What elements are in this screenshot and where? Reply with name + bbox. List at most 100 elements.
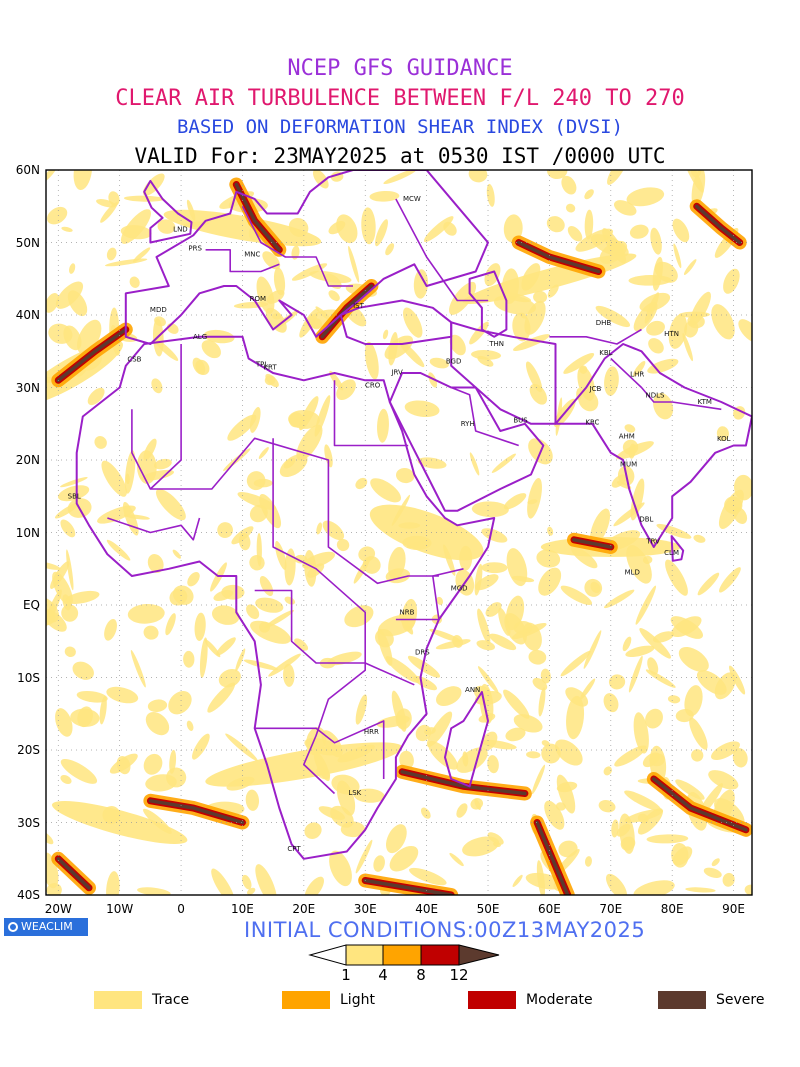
city-lsk: LSK (348, 789, 361, 797)
trace-patch (97, 505, 136, 524)
trace-patch (413, 675, 438, 691)
trace-patch (652, 256, 663, 291)
legend-swatch-severe (658, 991, 706, 1009)
trace-patch (324, 444, 333, 468)
trace-patch (127, 603, 165, 624)
trace-patch (235, 648, 246, 672)
trace-patch (624, 424, 636, 433)
trace-patch (69, 263, 76, 274)
trace-patch (675, 709, 694, 723)
trace-patch (66, 549, 74, 591)
trace-patch (665, 559, 688, 596)
trace-patch (503, 493, 527, 510)
trace-patch (385, 243, 395, 256)
trace-patch (109, 753, 138, 774)
trace-patch (625, 645, 655, 658)
trace-patch (511, 575, 535, 583)
trace-patch (675, 779, 705, 800)
severe-turbulence (148, 799, 245, 825)
trace-patch (711, 304, 735, 340)
trace-patch (389, 845, 419, 872)
trace-patch (348, 245, 360, 283)
trace-patch (147, 699, 168, 713)
city-mdd: MDD (150, 306, 167, 314)
trace-patch (608, 674, 626, 690)
trace-patch (262, 251, 281, 270)
trace-patch (716, 426, 729, 441)
trace-patch (106, 539, 131, 561)
severe-turbulence (56, 327, 128, 383)
coastline-uk (143, 179, 193, 244)
legend-label-severe: Severe (716, 992, 765, 1008)
trace-patch (628, 655, 643, 693)
trace-patch (532, 677, 548, 691)
trace-patch (94, 436, 107, 449)
coastline-srilanka (670, 535, 685, 562)
trace-patch (377, 628, 393, 666)
lon-label: 20W (44, 902, 72, 916)
trace-patch (63, 325, 82, 351)
severe-turbulence (516, 240, 601, 274)
city-htn: HTN (664, 330, 679, 338)
trace-patch (153, 458, 172, 470)
trace-patch (221, 584, 245, 600)
trace-patch (73, 170, 93, 191)
trace-patch (275, 541, 287, 570)
trace-patch (245, 789, 260, 811)
severe-turbulence (572, 538, 613, 549)
trace-patch (489, 633, 517, 651)
lon-label: 10W (106, 902, 134, 916)
coastline-africa (75, 335, 496, 860)
trace-patch (691, 749, 704, 762)
coastline-iran (450, 321, 557, 425)
country-border (395, 198, 488, 302)
trace-patch (364, 341, 379, 380)
trace-patch (486, 183, 495, 207)
trace-patch (238, 533, 251, 551)
trace-patch (192, 733, 210, 760)
city-mcw: MCW (403, 195, 421, 203)
coastline-india (554, 343, 752, 548)
country-border (333, 380, 409, 447)
trace-patch (541, 743, 561, 764)
trace-patch (147, 554, 164, 573)
trace-patch (584, 189, 594, 200)
city-cro: CRO (365, 382, 381, 390)
city-tpl: TPL (255, 360, 268, 368)
trace-patch (46, 561, 61, 570)
trace-patch (547, 526, 554, 536)
lat-label: 50N (15, 235, 40, 250)
trace-patch (246, 604, 260, 620)
trace-patch (429, 357, 449, 369)
trace-patch (583, 630, 602, 669)
title-valid-time: VALID For: 23MAY2025 at 0530 IST /0000 U… (134, 144, 666, 168)
trace-patch (647, 657, 659, 675)
lat-label: 20N (15, 453, 40, 467)
trace-patch (47, 206, 68, 225)
trace-patch (59, 477, 88, 488)
trace-patch (505, 727, 526, 742)
trace-patch (531, 764, 546, 795)
legend-label-light: Light (340, 992, 375, 1008)
trace-patch (291, 263, 328, 281)
trace-patch (46, 609, 67, 632)
trace-patch (732, 748, 748, 768)
trace-patch (106, 686, 139, 704)
trace-patch (328, 290, 340, 302)
logo-text: WEACLIM (21, 920, 73, 933)
colorbar-under (308, 944, 347, 966)
trace-patch (491, 453, 516, 473)
lon-label: 70E (599, 902, 623, 916)
lon-label: 80E (660, 902, 684, 916)
city-sbl: SBL (68, 492, 81, 500)
trace-patch (456, 803, 468, 818)
trace-patch (538, 567, 562, 596)
trace-patch (493, 842, 502, 847)
trace-patch (273, 267, 286, 296)
trace-patch (373, 855, 385, 872)
colorbar-threshold: 8 (416, 966, 426, 984)
map-frame (45, 169, 753, 896)
trace-patch (485, 602, 502, 617)
trace-patch (50, 561, 70, 589)
trace-patch (61, 604, 79, 622)
